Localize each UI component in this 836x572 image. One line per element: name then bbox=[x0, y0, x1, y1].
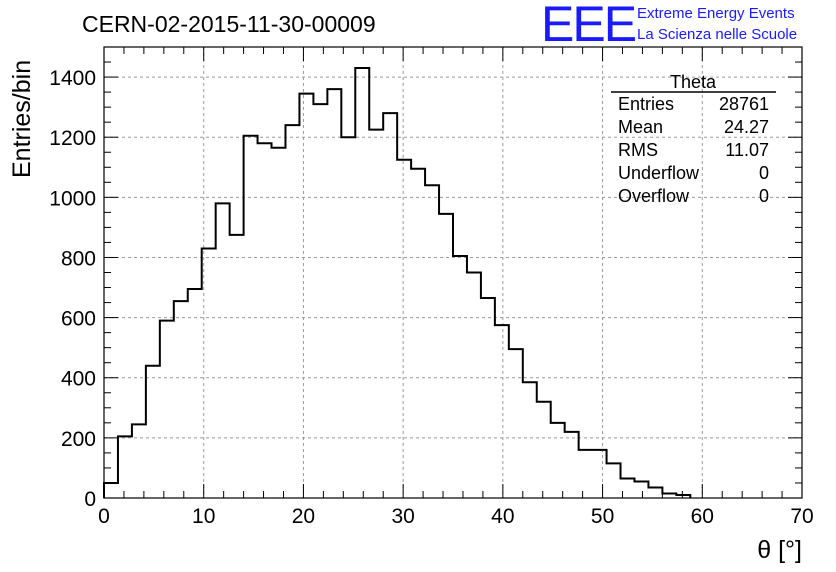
chart-title: CERN-02-2015-11-30-00009 bbox=[82, 11, 376, 37]
eee-logo: EEE Extreme Energy Events La Scienza nel… bbox=[541, 0, 797, 52]
x-tick-label: 60 bbox=[691, 505, 714, 528]
y-tick-label: 1400 bbox=[49, 67, 96, 90]
stats-overflow-label: Overflow bbox=[618, 186, 690, 206]
stats-mean-label: Mean bbox=[618, 117, 663, 137]
stats-mean-value: 24.27 bbox=[724, 117, 769, 137]
y-tick-label: 800 bbox=[61, 247, 96, 270]
y-tick-label: 1000 bbox=[49, 187, 96, 210]
plot-frame bbox=[103, 46, 803, 499]
y-tick-label: 400 bbox=[61, 368, 96, 391]
stats-entries-label: Entries bbox=[618, 94, 674, 114]
x-tick-label: 10 bbox=[192, 505, 215, 528]
x-tick-label: 0 bbox=[98, 505, 110, 528]
grid-lines bbox=[104, 47, 802, 498]
x-tick-label: 20 bbox=[292, 505, 315, 528]
y-tick-label: 1200 bbox=[49, 127, 96, 150]
stats-rms-label: RMS bbox=[618, 140, 658, 160]
x-axis-label: θ [°] bbox=[757, 536, 802, 564]
stats-overflow-value: 0 bbox=[759, 186, 769, 206]
histogram-series bbox=[103, 67, 692, 498]
logo-text: EEE bbox=[541, 0, 636, 52]
stats-underflow-value: 0 bbox=[759, 163, 769, 183]
axis-ticks bbox=[103, 46, 803, 499]
stats-rms-value: 11.07 bbox=[725, 140, 769, 160]
tick-labels: 0 10 20 30 40 50 60 70 0 200 400 600 800 1000 1200 1400 bbox=[49, 67, 813, 528]
stats-entries-value: 28761 bbox=[719, 94, 769, 114]
y-tick-label: 200 bbox=[61, 428, 96, 451]
x-tick-label: 70 bbox=[790, 505, 813, 528]
y-axis-label: Entries/bin bbox=[8, 60, 36, 178]
x-tick-label: 50 bbox=[591, 505, 614, 528]
x-tick-label: 40 bbox=[491, 505, 514, 528]
x-tick-label: 30 bbox=[391, 505, 414, 528]
stats-box: Theta Entries 28761 Mean 24.27 RMS 11.07… bbox=[611, 72, 776, 206]
stats-title: Theta bbox=[670, 72, 717, 92]
logo-line-2: La Scienza nelle Scuole bbox=[637, 26, 797, 43]
y-tick-label: 600 bbox=[61, 308, 96, 331]
stats-underflow-label: Underflow bbox=[618, 163, 700, 183]
y-tick-label: 0 bbox=[84, 488, 96, 511]
logo-line-1: Extreme Energy Events bbox=[637, 5, 795, 22]
